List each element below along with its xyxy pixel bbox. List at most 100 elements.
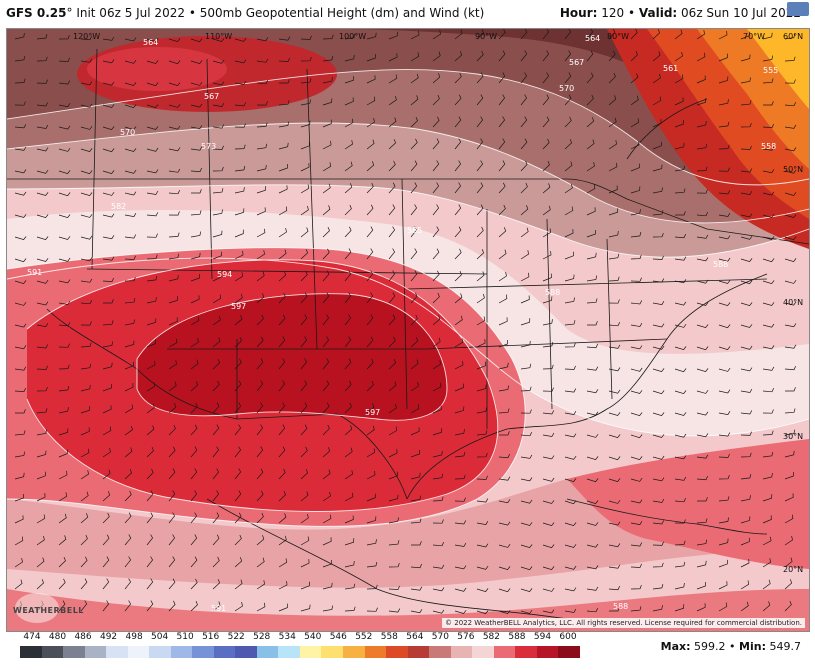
wind-barb (564, 94, 572, 106)
wind-barb (762, 169, 775, 174)
wind-barb (564, 161, 573, 172)
wind-barb (278, 163, 288, 172)
wind-barb (432, 94, 440, 106)
wind-barb (146, 297, 157, 304)
wind-barb (762, 388, 775, 393)
wind-barb (300, 205, 309, 216)
wind-barb (432, 30, 441, 40)
colorbar-swatch (84, 646, 107, 658)
model-name: GFS 0.25 (6, 6, 67, 20)
wind-barb (344, 515, 354, 524)
wind-barb (168, 82, 181, 87)
wind-barb (168, 232, 180, 238)
degree-symbol: ° (66, 6, 73, 20)
wind-barb (256, 358, 264, 370)
colorbar-tick-label: 480 (48, 632, 67, 642)
wind-barb (124, 298, 136, 304)
wind-barb (36, 79, 48, 84)
wind-barb (652, 477, 665, 482)
wind-barb (697, 497, 708, 502)
wind-barb (212, 145, 224, 150)
wind-barb (278, 513, 287, 524)
contour-label: 570 (559, 84, 574, 93)
wind-barb (212, 337, 221, 348)
wind-barb (542, 432, 555, 437)
border-line (86, 268, 488, 275)
colorbar-swatch (63, 646, 85, 658)
wind-barb (58, 279, 71, 284)
wind-barb (740, 345, 753, 350)
wind-barb (80, 448, 90, 458)
band-552 (747, 29, 809, 109)
wind-barb (168, 534, 176, 546)
wind-barb (190, 125, 203, 130)
wind-barb (366, 539, 377, 546)
wind-barb (234, 37, 247, 42)
wind-barb (410, 160, 418, 172)
wind-barb (586, 207, 596, 216)
wind-barb (608, 543, 621, 548)
wind-barb (14, 169, 27, 174)
wind-barb (608, 276, 620, 282)
wind-barb (674, 476, 687, 481)
wind-barb (652, 301, 665, 305)
wind-barb (564, 388, 577, 393)
wind-barb (124, 255, 136, 260)
wind-barb (740, 302, 753, 307)
wind-barb (366, 161, 375, 172)
wind-barb (168, 211, 180, 216)
wind-barb (234, 602, 243, 612)
wind-barb (344, 538, 355, 546)
wind-barb (124, 37, 137, 42)
wind-barb (630, 367, 643, 372)
wind-barb (278, 121, 290, 128)
wind-barb (146, 147, 159, 152)
wind-barb (432, 160, 440, 172)
wind-barb (784, 514, 794, 524)
wind-barb (278, 446, 286, 458)
wind-barb (212, 359, 221, 370)
wind-barb (740, 280, 753, 285)
wind-barb (718, 280, 731, 284)
wind-barb (784, 301, 797, 306)
contour-label: 591 (27, 268, 42, 277)
wind-barb (278, 424, 286, 436)
wind-barb (102, 578, 110, 590)
wind-barb (344, 226, 352, 238)
wind-barb (410, 563, 423, 569)
wind-barb (652, 368, 665, 373)
contour-label: 591 (211, 604, 226, 613)
wind-barb (14, 33, 25, 40)
wind-barb (58, 34, 70, 40)
wind-barb (410, 382, 419, 392)
colorbar-tick-label: 510 (176, 632, 194, 642)
wind-barb (652, 390, 665, 395)
wind-barb (80, 470, 89, 480)
header-separator-2: • (627, 6, 636, 20)
gulf-coast (406, 273, 768, 500)
wind-barb (102, 448, 111, 458)
wind-barb (102, 534, 110, 546)
wind-barb (124, 126, 137, 131)
wind-barb (124, 213, 137, 217)
wind-barb (432, 496, 444, 502)
wind-barb (322, 358, 330, 370)
wind-barb (366, 75, 376, 84)
wind-barb (586, 522, 599, 526)
wind-barb (278, 271, 287, 282)
wind-barb (542, 160, 550, 172)
wind-barb (718, 324, 731, 329)
wind-barb (784, 258, 797, 263)
wind-barb (278, 358, 286, 370)
wind-barb (630, 29, 638, 40)
wind-barb (630, 412, 643, 417)
map-header: GFS 0.25° Init 06z 5 Jul 2022 • 500mb Ge… (0, 0, 815, 28)
wind-barb (124, 191, 137, 196)
wind-barb (168, 253, 180, 260)
wind-barb (762, 123, 775, 129)
wind-barb (630, 254, 642, 260)
lat-label: 20°N (783, 565, 803, 574)
wind-barb (454, 226, 462, 238)
wind-barb (388, 95, 397, 106)
wind-barb (608, 344, 621, 349)
